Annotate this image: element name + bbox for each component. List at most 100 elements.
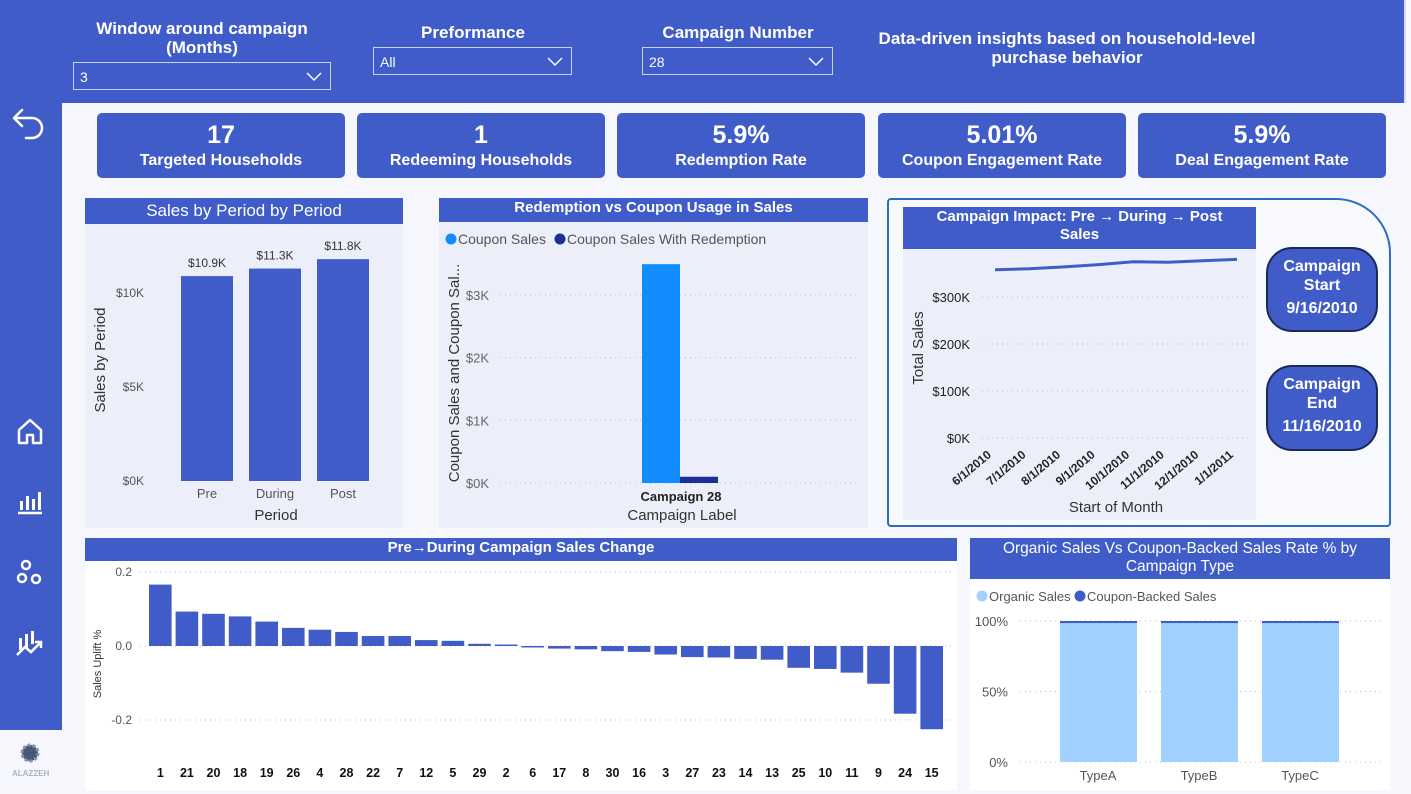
bar-campaign-6 xyxy=(521,646,544,648)
x-tick-label: 17 xyxy=(552,766,566,780)
legend-label: Coupon Sales xyxy=(458,231,546,247)
bar-redemption xyxy=(680,476,718,483)
campaign-impact-title: Campaign Impact: Pre → During → Post Sal… xyxy=(903,207,1256,249)
kpi-value: 5.9% xyxy=(1233,121,1291,149)
bar-campaign-20 xyxy=(202,613,225,646)
y-tick-label: $2K xyxy=(466,351,489,366)
bar-campaign-30 xyxy=(601,646,624,652)
bar-typeb-organic xyxy=(1161,623,1238,762)
x-tick-label: 5 xyxy=(449,766,456,780)
y-tick-label: $1K xyxy=(466,413,489,428)
x-tick-label: Campaign 28 xyxy=(641,489,722,504)
x-tick-label: TypeB xyxy=(1181,768,1218,783)
bar-campaign-15 xyxy=(920,646,943,730)
x-tick-label: 10 xyxy=(818,766,832,780)
bar-campaign-4 xyxy=(308,629,332,646)
legend-label: Coupon-Backed Sales xyxy=(1087,589,1217,604)
campaign-end-button[interactable]: Campaign End 11/16/2010 xyxy=(1266,365,1378,451)
x-axis-title: Period xyxy=(254,507,297,524)
kpi-label: Targeted Households xyxy=(139,152,303,169)
bar-campaign-10 xyxy=(814,646,837,669)
y-tick-label: $5K xyxy=(123,380,144,394)
y-tick-label: 100% xyxy=(975,614,1009,629)
bar-campaign-17 xyxy=(548,646,571,649)
x-tick-label: 7 xyxy=(396,766,403,780)
y-axis-title: Sales Uplift % xyxy=(92,630,104,699)
slicer-campaign-value: 28 xyxy=(649,54,665,70)
bar-pre xyxy=(181,276,233,481)
kpi-label: Deal Engagement Rate xyxy=(1175,152,1349,169)
y-tick-label: 0.0 xyxy=(115,639,132,653)
legend-marker xyxy=(976,590,988,602)
bar-campaign-3 xyxy=(654,646,677,655)
y-tick-label: 0.2 xyxy=(115,565,132,579)
slicer-window-value: 3 xyxy=(80,69,88,85)
campaign-start-label: Campaign Start xyxy=(1283,258,1361,294)
chevron-down-icon xyxy=(547,57,563,67)
tagline: Data-driven insights based on household-… xyxy=(878,29,1256,67)
y-tick-label: 50% xyxy=(982,685,1008,700)
x-tick-label: 11 xyxy=(845,766,858,780)
slicer-performance-dropdown[interactable]: All xyxy=(373,47,572,75)
kpi-label: Coupon Engagement Rate xyxy=(901,152,1102,169)
bar-post xyxy=(317,259,369,481)
y-tick-label: $300K xyxy=(932,290,970,305)
x-axis-title: Start of Month xyxy=(1069,499,1163,516)
legend-marker xyxy=(1074,590,1086,602)
x-axis-title: Campaign Label xyxy=(627,507,736,524)
bar-typec-organic xyxy=(1262,623,1339,762)
bar-campaign-9 xyxy=(867,646,890,684)
legend-marker xyxy=(554,233,566,245)
x-tick-label: TypeA xyxy=(1080,768,1117,783)
bar-campaign-28 xyxy=(335,631,358,646)
home-icon[interactable] xyxy=(14,416,46,448)
kpi-card: 1 Redeeming Households xyxy=(357,113,605,178)
bar-campaign-22 xyxy=(361,636,385,646)
campaign-start-button[interactable]: Campaign Start 9/16/2010 xyxy=(1266,247,1378,332)
sales-line xyxy=(994,257,1238,272)
organic-title: Organic Sales Vs Coupon-Backed Sales Rat… xyxy=(970,538,1390,579)
kpi-card: 5.9% Deal Engagement Rate xyxy=(1138,113,1386,178)
x-tick-label: 13 xyxy=(765,766,779,780)
x-tick-label: 6 xyxy=(529,766,536,780)
x-tick-label: 2 xyxy=(503,766,510,780)
circles-icon[interactable] xyxy=(14,556,46,588)
kpi-value: 17 xyxy=(207,121,235,149)
x-tick-label: 23 xyxy=(712,766,726,780)
header: Window around campaign (Months) 3 Prefor… xyxy=(62,0,1406,103)
chevron-down-icon xyxy=(808,57,824,67)
x-tick-label: TypeC xyxy=(1281,768,1319,783)
y-tick-label: $0K xyxy=(466,476,489,491)
campaign-end-date: 11/16/2010 xyxy=(1282,418,1362,435)
slicer-window-dropdown[interactable]: 3 xyxy=(73,62,331,90)
gear-logo-icon xyxy=(20,743,40,763)
x-tick-label: During xyxy=(256,486,294,501)
slicer-campaign-dropdown[interactable]: 28 xyxy=(642,47,833,75)
bar-campaign-18 xyxy=(228,616,252,646)
x-tick-label: 1 xyxy=(157,766,164,780)
bar-campaign-13 xyxy=(760,646,784,660)
x-tick-label: 9 xyxy=(875,766,882,780)
campaign-end-label: Campaign End xyxy=(1283,376,1361,412)
kpi-value: 1 xyxy=(474,121,488,149)
bar-coupon-sales xyxy=(642,264,680,483)
legend-marker xyxy=(445,233,457,245)
legend-label: Organic Sales xyxy=(989,589,1071,604)
x-tick-label: 27 xyxy=(685,766,699,780)
kpi-card: 17 Targeted Households xyxy=(97,113,345,178)
bar-campaign-14 xyxy=(734,646,757,659)
x-tick-label: 26 xyxy=(286,766,300,780)
x-tick-label: 25 xyxy=(792,766,806,780)
bar-typec-coupon xyxy=(1262,621,1339,624)
x-tick-label: 3 xyxy=(662,766,669,780)
bar-chart-icon[interactable] xyxy=(14,486,46,518)
bar-campaign-16 xyxy=(627,646,651,652)
trend-chart-icon[interactable] xyxy=(14,628,46,660)
kpi-value: 5.9% xyxy=(712,121,770,149)
kpi-card: 5.01% Coupon Engagement Rate xyxy=(878,113,1126,178)
campaign-impact-panel xyxy=(903,207,1256,520)
y-tick-label: $200K xyxy=(932,337,970,352)
back-arrow-icon[interactable] xyxy=(10,104,48,142)
y-tick-label: $3K xyxy=(466,288,489,303)
